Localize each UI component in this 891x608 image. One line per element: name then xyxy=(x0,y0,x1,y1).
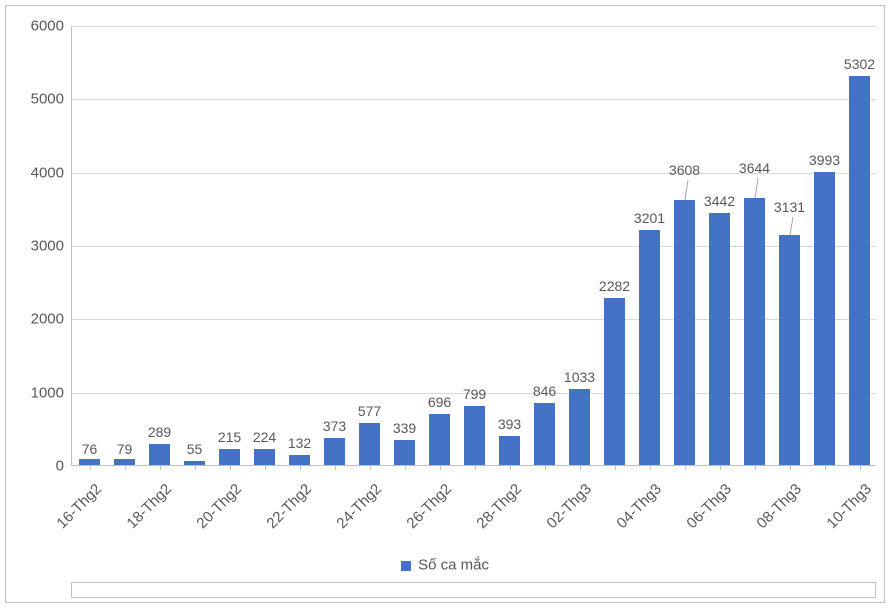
data-label: 339 xyxy=(393,420,416,436)
data-label: 3201 xyxy=(634,210,665,226)
gridline xyxy=(72,99,876,100)
leader-line xyxy=(748,176,762,198)
data-label: 696 xyxy=(428,394,451,410)
data-label: 215 xyxy=(218,429,241,445)
bar xyxy=(849,76,871,465)
x-tick-mark xyxy=(90,465,91,470)
x-tick-mark xyxy=(265,465,266,470)
data-label: 846 xyxy=(533,383,556,399)
data-label: 3608 xyxy=(669,162,700,178)
x-tick-mark xyxy=(825,465,826,470)
x-tick-mark xyxy=(405,465,406,470)
x-tick-label: 04-Thg3 xyxy=(603,480,665,542)
x-tick-label: 16-Thg2 xyxy=(43,480,105,542)
x-tick-mark xyxy=(160,465,161,470)
x-tick-label: 28-Thg2 xyxy=(463,480,525,542)
bar xyxy=(779,235,801,465)
bar xyxy=(429,414,451,465)
data-label: 3993 xyxy=(809,152,840,168)
x-tick-mark xyxy=(720,465,721,470)
data-label: 55 xyxy=(187,441,203,457)
x-tick-mark xyxy=(790,465,791,470)
x-tick-mark xyxy=(860,465,861,470)
x-tick-mark xyxy=(300,465,301,470)
x-tick-mark xyxy=(195,465,196,470)
y-tick-label: 5000 xyxy=(14,91,64,108)
bar xyxy=(534,403,556,465)
bar xyxy=(324,438,346,465)
bar xyxy=(394,440,416,465)
y-tick-label: 6000 xyxy=(14,18,64,35)
bottom-empty-box xyxy=(71,582,876,598)
bar xyxy=(744,198,766,465)
x-tick-mark xyxy=(755,465,756,470)
plot-area: 76 79 289 55 215 224 132 373 577 339 696 799 393 846 1… xyxy=(71,26,876,466)
bar xyxy=(254,449,276,465)
x-tick-label: 08-Thg3 xyxy=(743,480,805,542)
x-tick-mark xyxy=(685,465,686,470)
x-tick-mark xyxy=(545,465,546,470)
data-label: 132 xyxy=(288,435,311,451)
bar xyxy=(289,455,311,465)
data-label: 5302 xyxy=(844,56,875,72)
x-tick-label: 24-Thg2 xyxy=(323,480,385,542)
bar xyxy=(219,449,241,465)
data-label: 577 xyxy=(358,403,381,419)
x-tick-label: 20-Thg2 xyxy=(183,480,245,542)
legend-label: Số ca mắc xyxy=(418,557,489,574)
bar xyxy=(569,389,591,465)
y-tick-label: 0 xyxy=(14,458,64,475)
data-label: 3442 xyxy=(704,193,735,209)
bar xyxy=(814,172,836,465)
data-label: 799 xyxy=(463,386,486,402)
data-label: 1033 xyxy=(564,369,595,385)
x-tick-mark xyxy=(580,465,581,470)
data-label: 79 xyxy=(117,441,133,457)
data-label: 3131 xyxy=(774,199,805,215)
leader-line xyxy=(678,178,692,200)
bar xyxy=(499,436,521,465)
y-tick-label: 1000 xyxy=(14,384,64,401)
data-label: 393 xyxy=(498,416,521,432)
x-tick-mark xyxy=(440,465,441,470)
bar xyxy=(639,230,661,465)
y-tick-label: 2000 xyxy=(14,311,64,328)
bar xyxy=(709,213,731,465)
data-label: 76 xyxy=(82,441,98,457)
data-label: 224 xyxy=(253,429,276,445)
data-label: 289 xyxy=(148,424,171,440)
bar xyxy=(604,298,626,465)
x-tick-label: 02-Thg3 xyxy=(533,480,595,542)
data-label: 373 xyxy=(323,418,346,434)
x-tick-label: 18-Thg2 xyxy=(113,480,175,542)
x-tick-mark xyxy=(475,465,476,470)
x-tick-mark xyxy=(615,465,616,470)
data-label: 2282 xyxy=(599,278,630,294)
bar xyxy=(359,423,381,465)
data-label: 3644 xyxy=(739,160,770,176)
x-tick-label: 10-Thg3 xyxy=(813,480,875,542)
x-tick-mark xyxy=(125,465,126,470)
x-tick-mark xyxy=(335,465,336,470)
legend: Số ca mắc xyxy=(6,556,884,574)
x-tick-mark xyxy=(230,465,231,470)
x-tick-label: 26-Thg2 xyxy=(393,480,455,542)
x-tick-mark xyxy=(510,465,511,470)
bar xyxy=(674,200,696,465)
gridline xyxy=(72,26,876,27)
bar xyxy=(464,406,486,465)
x-tick-label: 22-Thg2 xyxy=(253,480,315,542)
x-tick-label: 06-Thg3 xyxy=(673,480,735,542)
y-tick-label: 4000 xyxy=(14,164,64,181)
bar xyxy=(149,444,171,465)
leader-line xyxy=(783,215,797,235)
x-tick-mark xyxy=(370,465,371,470)
legend-swatch xyxy=(401,561,411,571)
x-tick-mark xyxy=(650,465,651,470)
chart-container: 76 79 289 55 215 224 132 373 577 339 696 799 393 846 1… xyxy=(5,5,885,603)
y-tick-label: 3000 xyxy=(14,238,64,255)
